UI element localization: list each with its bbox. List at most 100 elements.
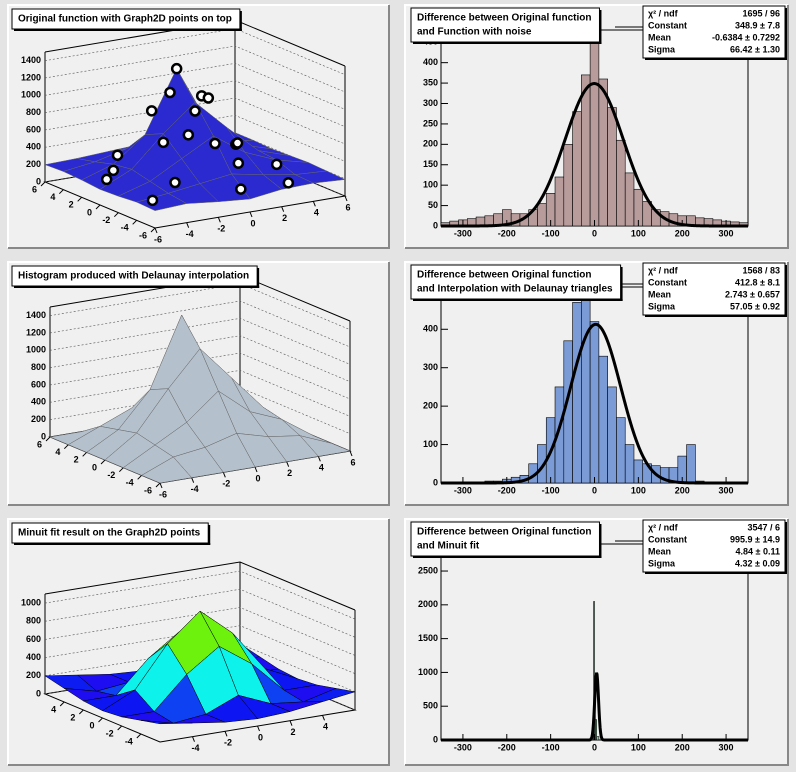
- grid-line: [44, 625, 356, 674]
- x-tick: [257, 725, 260, 732]
- pad-bevel: [7, 4, 389, 248]
- title-shadow: [257, 268, 260, 288]
- pad-bevel: [7, 518, 389, 765]
- bin: [595, 719, 597, 741]
- y-tick-label: 1000: [418, 667, 438, 677]
- title: Difference between Original function: [417, 270, 591, 281]
- title-shadow: [413, 556, 602, 558]
- title-shadow: [413, 42, 602, 44]
- z-tick-label: 600: [26, 634, 41, 644]
- title: Minuit fit result on the Graph2D points: [18, 528, 201, 539]
- x-tick: [217, 217, 221, 223]
- stats-name: Constant: [648, 534, 687, 544]
- x-tick-label: 6: [345, 202, 350, 212]
- bin: [581, 74, 591, 227]
- x-tick-label: -6: [154, 234, 162, 244]
- x-tick-label: 0: [250, 218, 255, 228]
- x-tick: [344, 195, 348, 202]
- x-tick-label: 300: [719, 228, 734, 238]
- title-frame: [410, 264, 622, 300]
- graph2d-point: [209, 137, 221, 150]
- fit-curve: [441, 672, 748, 742]
- x-tick-label: 4: [314, 208, 319, 218]
- y-tick-label: 200: [423, 401, 438, 411]
- y-tick-label: 6: [37, 439, 42, 449]
- x-tick-label: -300: [454, 742, 472, 752]
- pad-bevel: [8, 519, 390, 766]
- x-tick-label: 6: [350, 457, 355, 467]
- stats-value: 995.9 ± 14.9: [730, 534, 780, 544]
- z-tick-label: 400: [26, 652, 41, 662]
- graph2d-point: [182, 129, 195, 141]
- y-tick: [59, 701, 65, 707]
- grid-line: [44, 570, 356, 620]
- bin: [598, 355, 608, 484]
- bin: [572, 111, 582, 227]
- z-tick-label: 1200: [26, 327, 46, 337]
- x-tick: [289, 720, 293, 726]
- x-tick-label: -100: [542, 742, 560, 752]
- graph2d-point: [107, 164, 120, 177]
- bin: [563, 144, 573, 227]
- graph2d-point: [235, 183, 247, 195]
- title: and Minuit fit: [417, 541, 480, 552]
- x-tick-label: 4: [323, 722, 328, 732]
- graph2d-point: [100, 173, 113, 186]
- y-tick-label: -4: [126, 478, 134, 488]
- grid-line: [44, 115, 346, 162]
- bin: [616, 417, 626, 484]
- y-tick-label: 4: [55, 447, 60, 457]
- graph2d-point: [232, 157, 245, 169]
- x-tick-label: -200: [498, 742, 516, 752]
- x-tick: [281, 206, 285, 212]
- surface-cell: [140, 720, 193, 725]
- title-box: Original function with Graph2D points on…: [11, 8, 242, 31]
- graph2d-point: [111, 149, 124, 161]
- x-tick-label: -200: [498, 485, 516, 495]
- title: Difference between Original function: [417, 13, 591, 24]
- graph2d-point: [170, 62, 183, 75]
- title-shadow: [239, 11, 242, 31]
- pad-bevel: [7, 261, 389, 505]
- stats-value: 348.9 ± 7.8: [735, 20, 780, 30]
- title-box: Histogram produced with Delaunay interpo…: [11, 265, 260, 288]
- y-tick-label: 100: [423, 439, 438, 449]
- title-shadow: [14, 29, 242, 31]
- grid-line: [44, 97, 346, 145]
- x-tick-label: 2: [282, 213, 287, 223]
- stats-shadow: [645, 58, 787, 60]
- y-tick: [117, 725, 123, 731]
- pad-bevel: [8, 262, 390, 506]
- y-tick-label: 0: [433, 477, 438, 487]
- title-box: Difference between Original function and …: [410, 7, 602, 44]
- stats-value: -0.6384 ± 0.7292: [712, 32, 780, 42]
- y-tick-label: -4: [125, 736, 133, 746]
- y-tick-label: -2: [102, 215, 110, 225]
- stats-name: χ² / ndf: [648, 522, 679, 532]
- x-tick: [249, 211, 253, 218]
- stats-name: χ² / ndf: [648, 265, 679, 275]
- title: Original function with Graph2D points on…: [18, 14, 232, 25]
- stats-value: 3547 / 6: [747, 522, 780, 532]
- x-tick-label: 2: [287, 468, 292, 478]
- stats-value: 2.743 ± 0.657: [725, 289, 780, 299]
- y-tick-label: -4: [121, 223, 129, 233]
- title-shadow: [14, 543, 211, 545]
- y-tick-label: 4: [51, 704, 56, 714]
- graph2d-point: [270, 158, 283, 171]
- y-tick: [82, 451, 88, 457]
- stats-value: 66.42 ± 1.30: [730, 44, 780, 54]
- title-box: Minuit fit result on the Graph2D points: [11, 522, 211, 545]
- x-tick: [192, 736, 195, 742]
- z-tick-label: 1200: [21, 72, 41, 82]
- y-tick-label: 250: [423, 118, 438, 128]
- x-tick-label: -300: [454, 228, 472, 238]
- y-tick-label: 2500: [418, 565, 438, 575]
- stats-value: 1568 / 83: [742, 265, 780, 275]
- y-tick: [100, 459, 106, 465]
- pad-bevel: [404, 261, 788, 505]
- x-tick-label: 2: [290, 727, 295, 737]
- y-tick-label: 0: [87, 207, 92, 217]
- pad-bevel: [404, 4, 788, 248]
